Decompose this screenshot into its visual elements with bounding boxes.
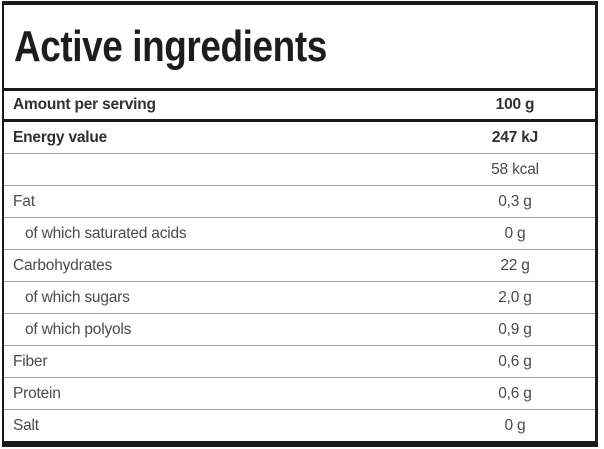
row-label: of which saturated acids	[25, 224, 187, 242]
row-value: 2,0 g	[498, 288, 532, 306]
nutrition-row: of which sugars 2,0 g	[4, 282, 595, 314]
row-label: Carbohydrates	[13, 256, 113, 274]
row-value: 0,3 g	[498, 192, 532, 210]
title-cell: Active ingredients	[4, 5, 595, 91]
row-value: 0,6 g	[498, 384, 532, 402]
nutrition-row: Fiber 0,6 g	[4, 346, 595, 378]
nutrition-row: Salt 0 g	[4, 410, 595, 441]
row-value: 0 g	[504, 224, 526, 242]
row-label: Protein	[13, 384, 61, 402]
row-label: Salt	[13, 416, 39, 434]
row-value: 22 g	[500, 256, 530, 274]
nutrition-row: Energy value 247 kJ	[4, 122, 595, 154]
nutrition-row: Carbohydrates 22 g	[4, 250, 595, 282]
row-label: Energy value	[13, 128, 108, 146]
row-label: of which polyols	[25, 320, 132, 338]
nutrition-row: Fat 0,3 g	[4, 186, 595, 218]
nutrition-row: 58 kcal	[4, 154, 595, 186]
nutrition-row: of which polyols 0,9 g	[4, 314, 595, 346]
row-value: 0,9 g	[498, 320, 532, 338]
row-label: Fiber	[13, 352, 48, 370]
page-title: Active ingredients	[14, 21, 327, 71]
amount-per-serving-label: Amount per serving	[13, 96, 156, 113]
row-label: of which sugars	[25, 288, 130, 306]
row-label: Fat	[13, 192, 35, 210]
nutrition-row: Protein 0,6 g	[4, 378, 595, 410]
row-value: 0 g	[504, 416, 526, 434]
amount-per-serving-row: Amount per serving 100 g	[4, 91, 595, 122]
nutrition-row: of which saturated acids 0 g	[4, 218, 595, 250]
row-value: 58 kcal	[491, 160, 539, 178]
row-value: 247 kJ	[491, 128, 539, 146]
row-value: 0,6 g	[498, 352, 532, 370]
serving-size-value: 100 g	[495, 96, 535, 113]
